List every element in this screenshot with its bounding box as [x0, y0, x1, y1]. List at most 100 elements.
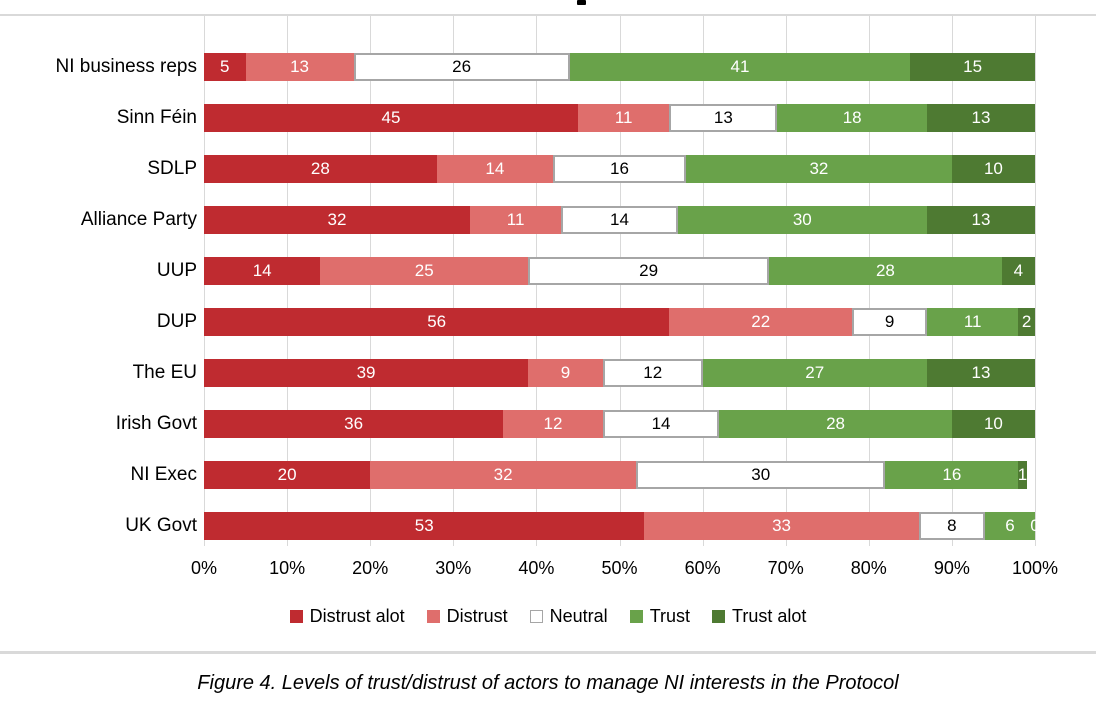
bar-value-label: 12 — [643, 363, 663, 382]
bar-value-label: 45 — [381, 108, 401, 127]
legend-label: Trust — [649, 605, 691, 626]
bar-value-label: 28 — [826, 414, 845, 433]
bar-value-label: 33 — [772, 516, 791, 535]
legend-swatch-icon — [289, 609, 303, 623]
bar-value-label: 30 — [792, 210, 812, 229]
bar-segment: 9 — [852, 307, 927, 336]
bar-segment: 4 — [1001, 256, 1035, 285]
bar-row: 36 12 14 28 10 — [204, 398, 1035, 449]
bar-segment: 13 — [926, 205, 1035, 234]
bar-value-label: 11 — [506, 210, 525, 229]
bar-value-label: 2 — [1021, 312, 1032, 331]
bar-segment: 12 — [602, 358, 703, 387]
bar-segment: 13 — [926, 103, 1035, 132]
bar-segment: 36 — [204, 409, 504, 438]
x-tick-label: 100% — [1011, 558, 1059, 578]
bar-segment: 26 — [353, 52, 570, 81]
bar-row: 20 32 30 16 1 — [204, 449, 1035, 500]
legend-label: Distrust alot — [309, 605, 405, 626]
legend: Distrust alot Distrust Neutral Trust Trust a… — [0, 602, 1096, 630]
top-divider — [0, 14, 1096, 16]
bar-value-label: 12 — [543, 414, 563, 433]
bar-segment: 30 — [636, 460, 886, 489]
bar-segment: 16 — [885, 460, 1019, 489]
bar-segment: 10 — [951, 409, 1035, 438]
bar-segment: 32 — [204, 205, 470, 234]
bar-row: 56 22 9 11 2 — [204, 296, 1035, 347]
category-label: NI Exec — [130, 464, 197, 485]
bar-segment: 53 — [204, 511, 645, 540]
bar-value-label: 13 — [290, 57, 310, 76]
bar-value-label: 11 — [614, 108, 633, 127]
bar-value-label: 9 — [884, 312, 895, 331]
legend-swatch-icon — [712, 609, 726, 623]
bar-segment: 45 — [204, 103, 578, 132]
bar-value-label: 22 — [751, 312, 771, 331]
x-tick-label: 90% — [933, 558, 970, 578]
bar-value-label: 16 — [942, 465, 962, 484]
bar-row: 32 11 14 30 13 — [204, 194, 1035, 245]
category-labels: NI business reps Sinn Féin SDLP Alliance Pa… — [0, 41, 197, 551]
category-label: SDLP — [147, 158, 197, 179]
x-tick-label: 0% — [190, 558, 218, 578]
bar-value-label: 28 — [875, 261, 895, 280]
category-label: The EU — [132, 362, 197, 383]
bar-segment: 32 — [370, 460, 637, 489]
bar-segment: 11 — [469, 205, 562, 234]
bottom-divider — [0, 651, 1096, 654]
legend-item: Neutral — [529, 606, 608, 627]
bar-segment: 33 — [644, 511, 919, 540]
bar-value-label: 29 — [639, 261, 659, 280]
x-tick-label: 60% — [684, 558, 721, 578]
bar-value-label: 14 — [651, 414, 671, 433]
bar-segment: 1 — [1018, 460, 1027, 489]
category-label: UUP — [156, 260, 197, 281]
x-tick-label: 30% — [435, 558, 472, 578]
bar-segment: 13 — [245, 52, 354, 81]
bar-value-label: 14 — [252, 261, 272, 280]
x-tick-label: 80% — [850, 558, 887, 578]
bar-value-label: 30 — [751, 465, 771, 484]
bar-value-label: 5 — [220, 57, 230, 76]
legend-item: Trust — [629, 605, 691, 627]
bar-value-label: 18 — [842, 108, 862, 127]
bar-segment: 15 — [910, 52, 1035, 81]
clipped-chart-title — [577, 0, 586, 5]
bar-segment: 28 — [204, 154, 437, 183]
bar-value-label: 20 — [277, 465, 297, 484]
bar-value-label: 9 — [560, 363, 571, 382]
bar-value-label: 32 — [493, 465, 513, 484]
bar-value-label: 14 — [485, 159, 505, 178]
bar-value-label: 36 — [344, 414, 364, 433]
stacked-bar-chart: 5 13 26 41 15 45 11 13 18 13 28 14 16 32 10 32 11 14 30 13 1… — [204, 41, 1040, 551]
bar-segment: 32 — [685, 154, 952, 183]
bar-segment: 56 — [204, 307, 670, 336]
bar-row: 14 25 29 28 4 — [204, 245, 1035, 296]
bar-value-label: 10 — [983, 159, 1003, 178]
category-label: DUP — [156, 311, 197, 332]
bar-segment: 9 — [528, 358, 603, 387]
bar-segment: 39 — [204, 358, 529, 387]
bar-value-label: 32 — [809, 159, 829, 178]
bar-value-label: 14 — [610, 210, 629, 229]
legend-swatch-icon — [629, 609, 643, 623]
bar-value-label: 28 — [310, 159, 330, 178]
category-label: NI business reps — [55, 56, 197, 77]
bar-value-label: 10 — [983, 414, 1003, 433]
bar-segment: 2 — [1018, 307, 1035, 336]
bar-segment: 25 — [320, 256, 529, 285]
bar-value-label: 39 — [356, 363, 376, 382]
bar-segment: 11 — [577, 103, 670, 132]
bar-segment: 41 — [569, 52, 911, 81]
bar-segment: 5 — [204, 52, 246, 81]
bar-value-label: 25 — [414, 261, 434, 280]
bar-row: 28 14 16 32 10 — [204, 143, 1035, 194]
bar-value-label: 13 — [971, 363, 991, 382]
bar-value-label: 53 — [414, 516, 434, 535]
legend-item: Distrust alot — [289, 605, 405, 627]
bar-segment: 8 — [918, 511, 986, 540]
bar-segment: 18 — [777, 103, 927, 132]
bar-value-label: 11 — [963, 312, 982, 331]
bar-value-label: 41 — [730, 57, 750, 76]
